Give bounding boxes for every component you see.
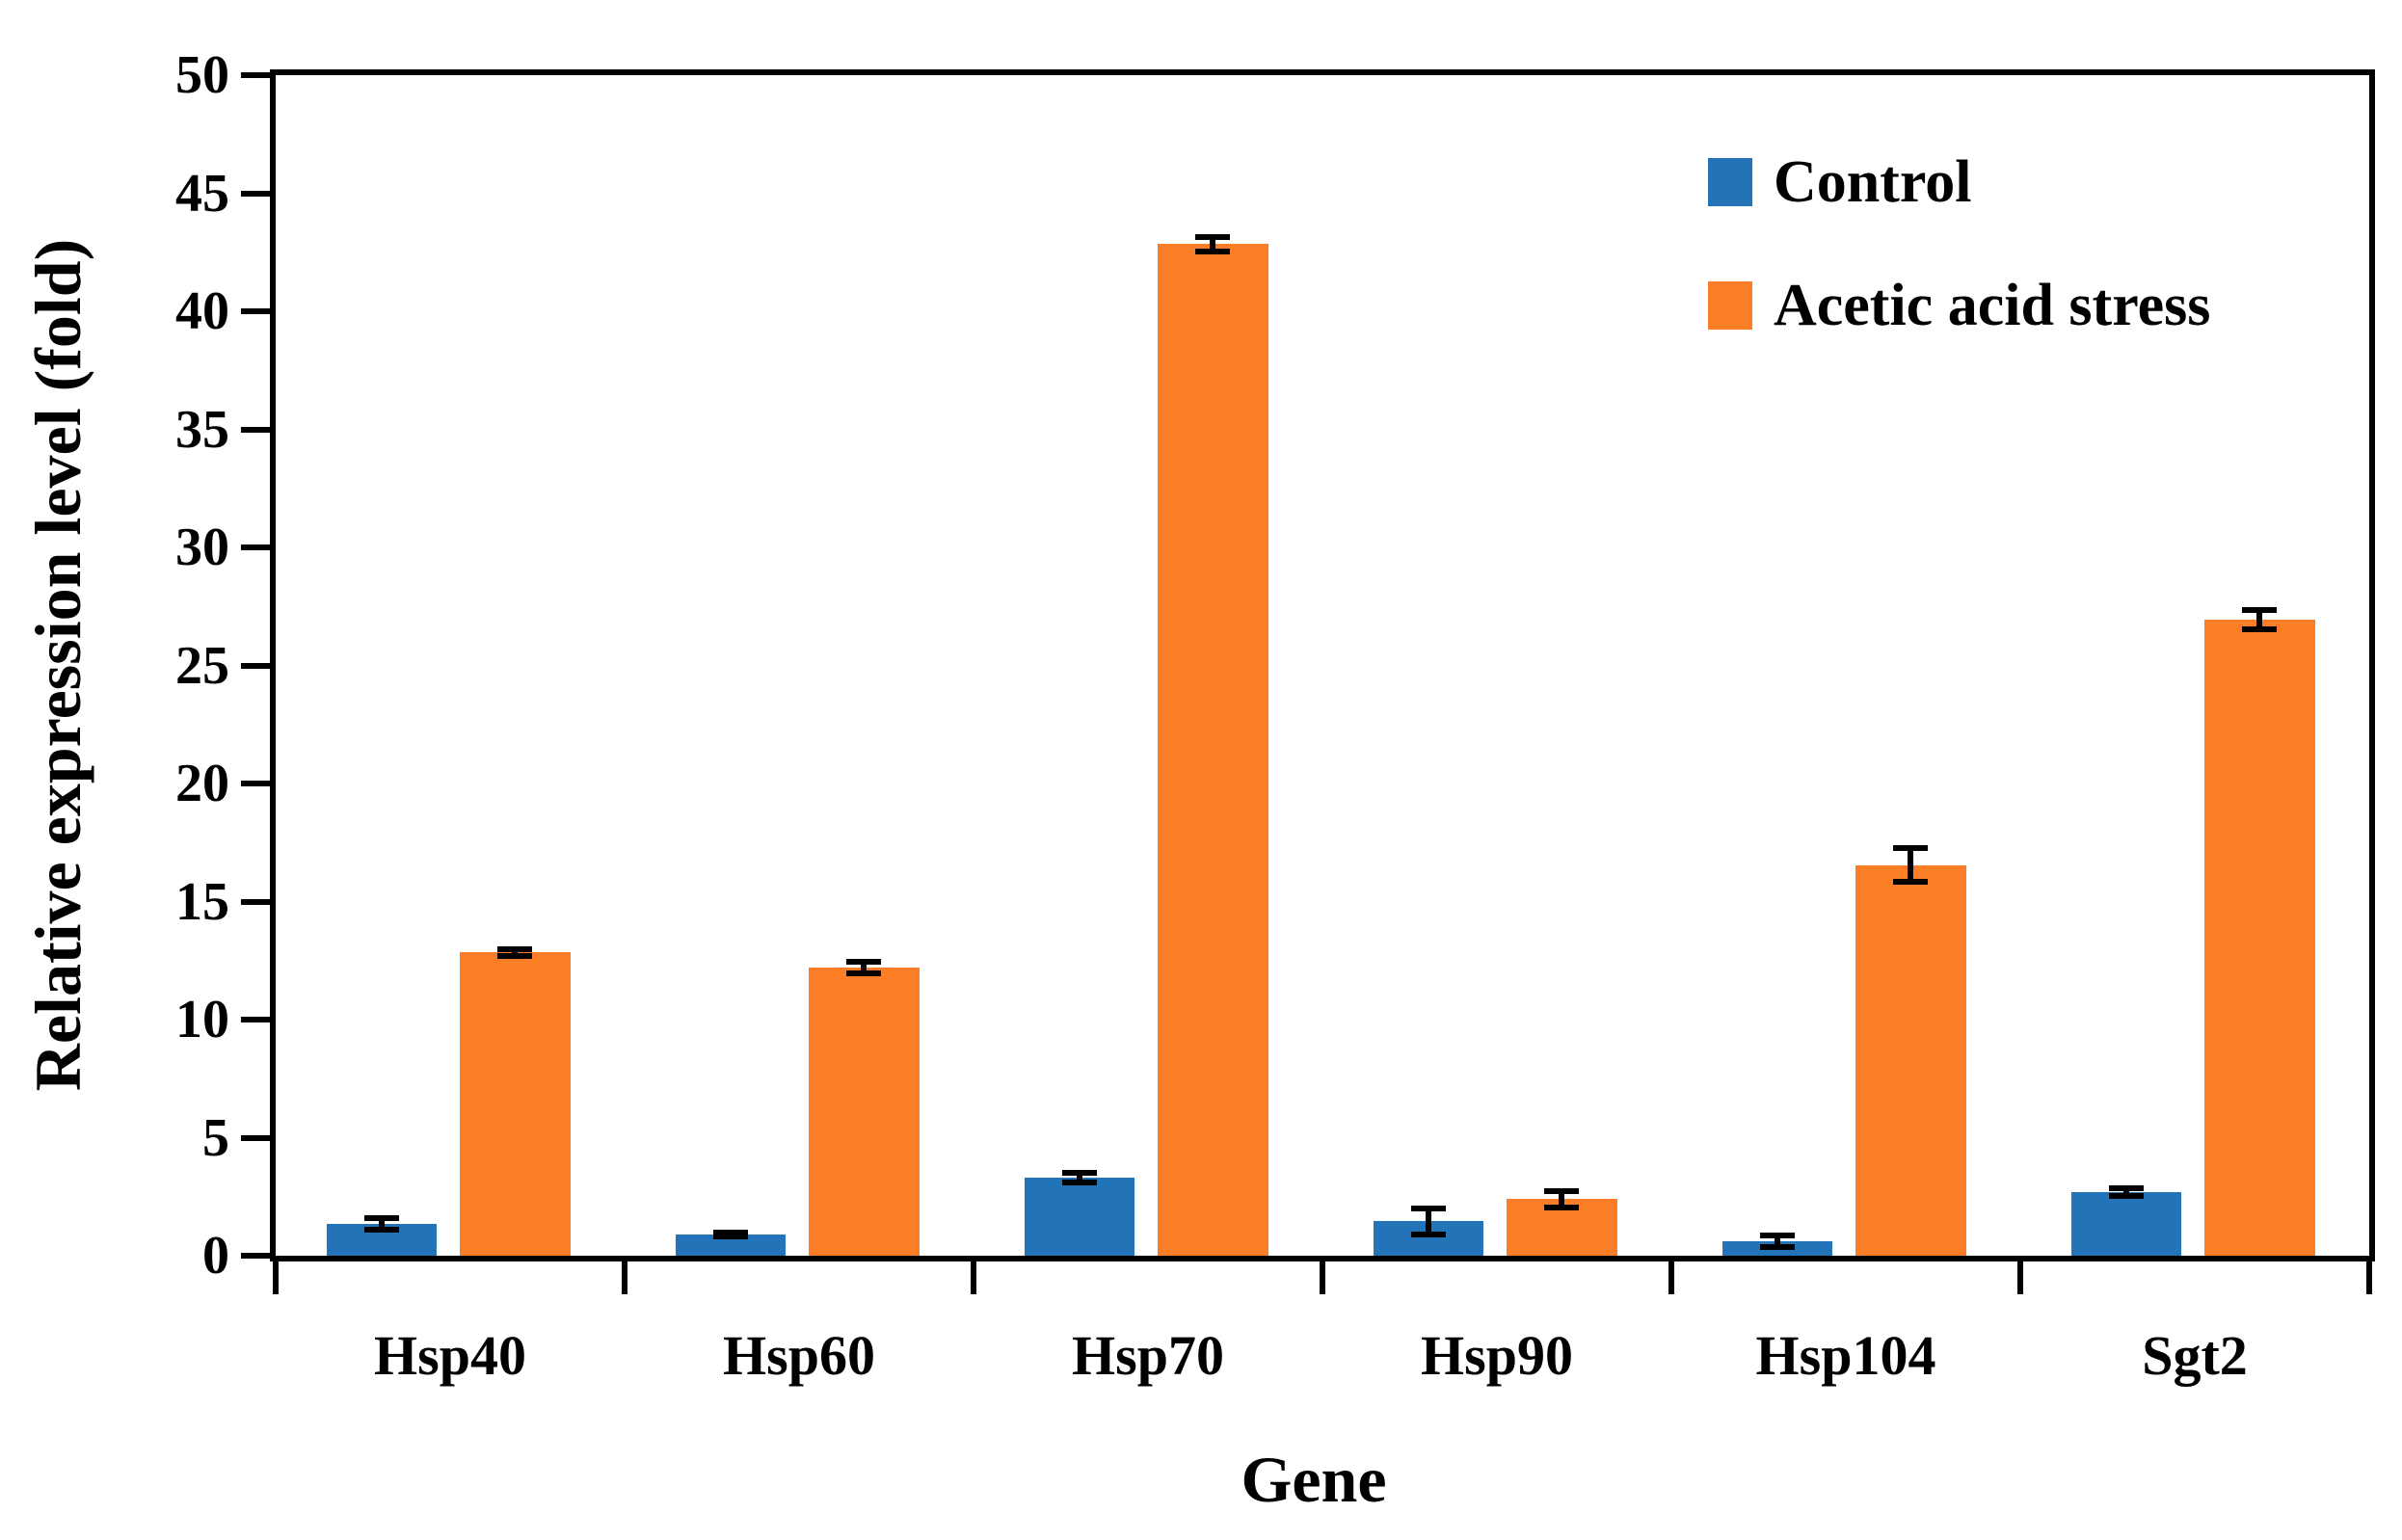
y-axis-tick xyxy=(241,662,270,669)
y-tick-label: 45 xyxy=(175,163,229,224)
y-tick-label: 0 xyxy=(202,1226,229,1286)
error-bar xyxy=(1077,1173,1083,1183)
error-bar xyxy=(2256,609,2263,629)
y-tick-label: 20 xyxy=(175,754,229,813)
x-category-label: Hsp60 xyxy=(723,1324,875,1387)
error-bar xyxy=(1426,1208,1432,1235)
error-bar-cap xyxy=(364,1227,400,1234)
error-bar xyxy=(1210,236,1216,252)
y-tick-label: 15 xyxy=(175,871,229,932)
error-bar-cap xyxy=(497,952,533,959)
error-bar-cap xyxy=(1893,845,1929,852)
y-axis-tick xyxy=(241,426,270,433)
error-bar xyxy=(1559,1190,1565,1208)
y-tick-label: 40 xyxy=(175,281,229,341)
error-bar-cap xyxy=(1411,1231,1447,1237)
y-axis-tick xyxy=(241,544,270,550)
legend-entry: Acetic acid stress xyxy=(1708,276,2210,335)
bar-acetic-hsp60 xyxy=(809,968,920,1256)
y-tick-label: 30 xyxy=(175,518,229,577)
y-axis-title: Relative expression level (fold) xyxy=(21,238,94,1092)
bar-acetic-hsp70 xyxy=(1158,244,1268,1256)
error-bar xyxy=(1775,1235,1781,1248)
y-tick-label: 5 xyxy=(202,1107,229,1168)
x-category-label: Hsp104 xyxy=(1755,1324,1936,1387)
legend-entry: Control xyxy=(1708,152,2210,212)
legend-swatch-icon xyxy=(1708,158,1752,206)
legend-label: Control xyxy=(1774,149,1972,215)
x-category-label: Hsp90 xyxy=(1421,1324,1573,1387)
x-axis-tick xyxy=(1668,1256,1674,1294)
bar-acetic-hsp40 xyxy=(460,952,571,1256)
bar-control-sgt2 xyxy=(2070,1191,2182,1256)
error-bar-cap xyxy=(1062,1180,1098,1186)
error-bar-cap xyxy=(713,1234,749,1240)
error-bar xyxy=(512,948,519,956)
legend-swatch-icon xyxy=(1708,281,1752,330)
bar-control-hsp70 xyxy=(1024,1178,1135,1256)
y-axis-tick xyxy=(241,190,270,197)
y-axis-tick xyxy=(241,781,270,786)
y-tick-label: 25 xyxy=(175,635,229,696)
x-axis-tick xyxy=(622,1256,627,1294)
y-tick-label: 50 xyxy=(175,45,229,105)
x-axis-tick xyxy=(2017,1256,2023,1294)
error-bar-cap xyxy=(1195,248,1231,254)
error-bar-cap xyxy=(1195,233,1231,240)
x-axis-tick xyxy=(1320,1256,1325,1294)
bar-acetic-sgt2 xyxy=(2204,619,2315,1256)
error-bar xyxy=(1908,848,1914,882)
error-bar xyxy=(2123,1188,2130,1196)
error-bar-cap xyxy=(364,1214,400,1221)
error-bar-cap xyxy=(2109,1185,2145,1192)
legend: Control Acetic acid stress xyxy=(1708,152,2210,335)
error-bar-cap xyxy=(1544,1187,1580,1194)
x-axis-title: Gene xyxy=(1241,1443,1387,1516)
x-category-label: Hsp70 xyxy=(1072,1324,1224,1387)
error-bar-cap xyxy=(2242,625,2278,632)
error-bar xyxy=(861,961,867,974)
y-axis-tick xyxy=(241,1017,270,1022)
y-tick-label: 10 xyxy=(175,990,229,1049)
error-bar-cap xyxy=(2242,606,2278,613)
error-bar xyxy=(379,1217,386,1231)
error-bar-cap xyxy=(846,970,882,977)
bar-acetic-hsp104 xyxy=(1855,864,1966,1256)
y-axis-tick xyxy=(241,1134,270,1141)
error-bar-cap xyxy=(1544,1204,1580,1210)
legend-label: Acetic acid stress xyxy=(1774,273,2211,338)
error-bar-cap xyxy=(713,1229,749,1235)
error-bar-cap xyxy=(1411,1206,1447,1211)
x-category-label: Sgt2 xyxy=(2142,1324,2248,1387)
x-axis-tick xyxy=(273,1256,279,1294)
error-bar-cap xyxy=(2109,1192,2145,1199)
y-axis-tick xyxy=(241,72,270,78)
y-axis-tick xyxy=(241,1253,270,1259)
error-bar-cap xyxy=(1893,878,1929,885)
error-bar-cap xyxy=(846,958,882,965)
x-category-label: Hsp40 xyxy=(374,1324,526,1387)
error-bar-cap xyxy=(1062,1170,1098,1177)
y-tick-label: 35 xyxy=(175,399,229,460)
y-axis-tick xyxy=(241,308,270,314)
error-bar-cap xyxy=(1760,1244,1796,1251)
y-axis-tick xyxy=(241,898,270,905)
error-bar-cap xyxy=(1760,1233,1796,1239)
error-bar-cap xyxy=(497,945,533,952)
bar-control-hsp60 xyxy=(675,1234,787,1256)
plot-area xyxy=(270,69,2375,1261)
x-axis-tick xyxy=(2366,1256,2372,1294)
x-axis-tick xyxy=(971,1256,976,1294)
